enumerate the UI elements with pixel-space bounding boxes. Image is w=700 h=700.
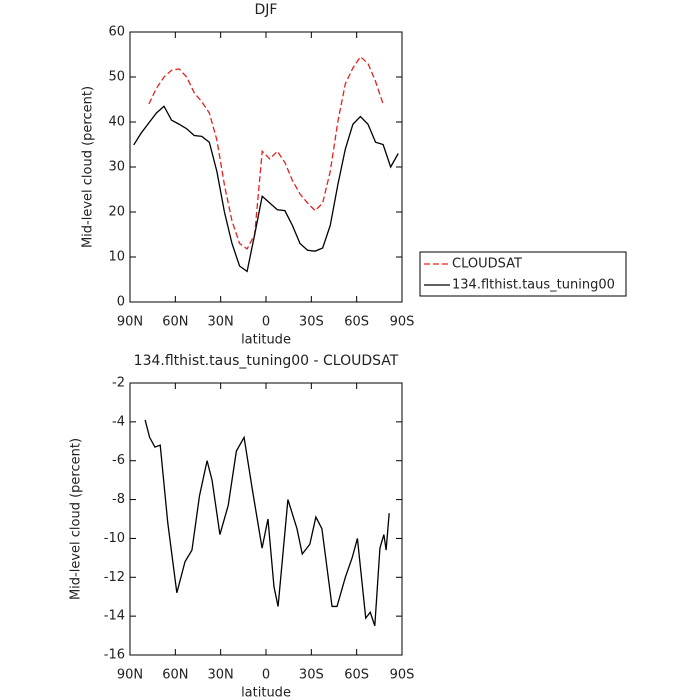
legend-box <box>419 251 627 297</box>
x-axis-label: latitude <box>241 686 291 700</box>
chart-title: DJF <box>255 2 278 18</box>
x-tick-label: 0 <box>262 668 270 683</box>
y-tick-label: 30 <box>108 160 125 175</box>
y-tick-label: -16 <box>104 648 125 663</box>
y-tick-label: -8 <box>112 492 125 507</box>
x-tick-label: 30S <box>299 668 324 683</box>
plot-frame <box>129 382 403 656</box>
chart-title: 134.flthist.taus_tuning00 - CLOUDSAT <box>134 353 399 369</box>
y-tick-label: -2 <box>112 376 125 391</box>
x-tick-label: 60N <box>162 668 188 683</box>
y-tick-label: 50 <box>108 70 125 85</box>
x-tick-label: 90N <box>117 315 143 330</box>
x-tick-label: 60S <box>344 668 369 683</box>
x-tick-label: 30N <box>208 668 234 683</box>
x-tick-label: 90S <box>390 315 415 330</box>
y-tick-label: -12 <box>104 570 125 585</box>
plot-frame <box>129 31 403 303</box>
y-tick-label: 0 <box>117 295 125 310</box>
x-tick-label: 30N <box>208 315 234 330</box>
y-tick-label: -14 <box>104 609 125 624</box>
y-tick-label: 20 <box>108 205 125 220</box>
x-tick-label: 0 <box>262 315 270 330</box>
data-line <box>148 55 384 250</box>
y-axis-label: Mid-level cloud (percent) <box>69 438 84 600</box>
x-tick-label: 90N <box>117 668 143 683</box>
y-tick-label: 10 <box>108 250 125 265</box>
y-axis-label: Mid-level cloud (percent) <box>81 86 96 248</box>
x-tick-label: 60S <box>344 315 369 330</box>
y-tick-label: -4 <box>112 414 125 429</box>
x-axis-label: latitude <box>241 333 291 348</box>
y-tick-label: -10 <box>104 531 125 546</box>
x-tick-label: 30S <box>299 315 324 330</box>
y-tick-label: -6 <box>112 453 125 468</box>
data-line <box>144 419 390 627</box>
data-line <box>133 105 399 273</box>
x-tick-label: 90S <box>390 668 415 683</box>
y-tick-label: 60 <box>108 25 125 40</box>
legend-label: 134.flthist.taus_tuning00 <box>452 278 615 293</box>
legend-label: CLOUDSAT <box>452 257 522 272</box>
x-tick-label: 60N <box>162 315 188 330</box>
y-tick-label: 40 <box>108 115 125 130</box>
